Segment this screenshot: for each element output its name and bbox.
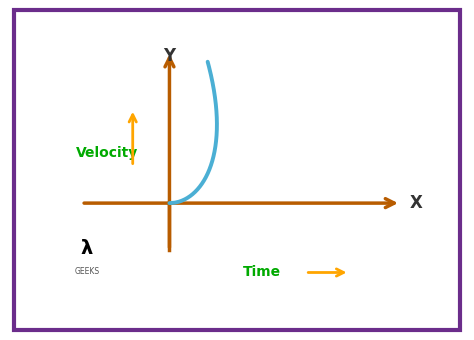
Text: Y: Y <box>164 47 175 65</box>
Text: Time: Time <box>243 266 281 279</box>
Text: λ: λ <box>81 239 93 258</box>
Text: X: X <box>410 194 423 212</box>
Text: GEEKS: GEEKS <box>74 268 100 276</box>
Text: Velocity: Velocity <box>76 147 138 160</box>
